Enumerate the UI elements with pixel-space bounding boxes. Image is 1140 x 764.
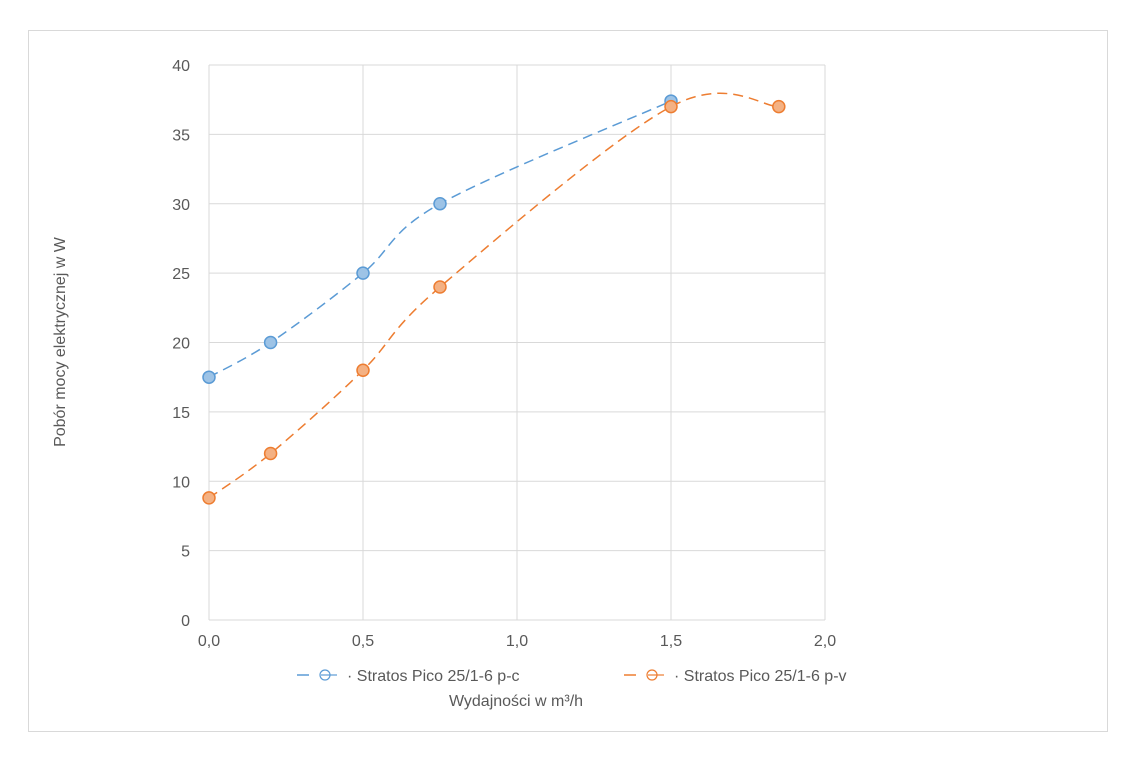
legend: · Stratos Pico 25/1-6 p-c · Stratos Pico … [297,668,847,685]
legend-label: · Stratos Pico 25/1-6 p-c [347,668,520,685]
y-tick-label: 0 [181,613,190,630]
series-line-1 [208,100,672,378]
data-point [664,99,678,114]
chart-frame [28,30,1108,732]
legend-label: · Stratos Pico 25/1-6 p-v [674,668,847,685]
data-point [772,99,786,114]
y-tick-label: 40 [172,58,190,75]
series-line-2 [208,92,779,499]
data-point [263,335,278,350]
y-tick-label: 35 [172,127,190,144]
x-axis-label: Wydajności w m³/h [449,693,583,710]
data-point [433,197,447,211]
data-point [263,446,278,461]
x-tick-label: 0,5 [352,633,374,650]
y-tick-label: 5 [181,544,190,561]
y-tick-label: 30 [172,197,190,214]
data-point [356,266,370,280]
data-point [356,363,370,377]
y-axis-label: Pobór mocy elektrycznej w W [52,236,69,447]
y-tick-label: 15 [172,405,190,422]
y-tick-label: 10 [172,474,190,491]
y-tick-label: 20 [172,336,190,353]
x-tick-label: 1,0 [506,633,528,650]
data-point [202,491,216,505]
data-point [202,370,216,384]
x-tick-label: 0,0 [198,633,220,650]
x-tick-label: 2,0 [814,633,836,650]
x-tick-label: 1,5 [660,633,682,650]
data-point [433,280,447,294]
y-tick-label: 25 [172,266,190,283]
